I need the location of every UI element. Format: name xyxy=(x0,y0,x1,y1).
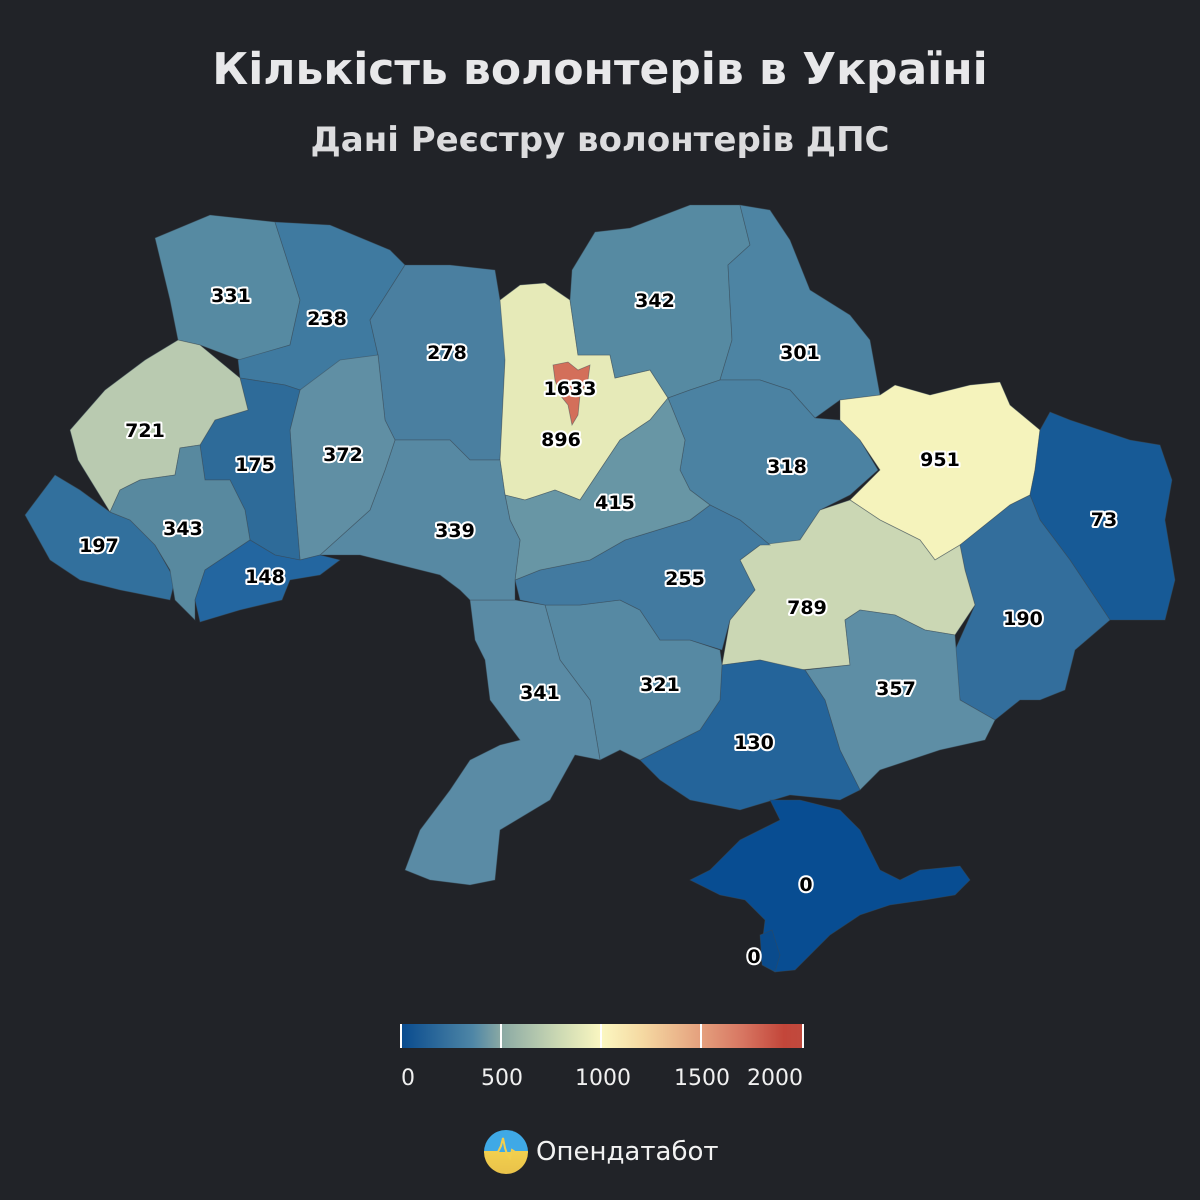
legend-gradient-bar xyxy=(400,1024,804,1048)
label-kirovohrad: 255 xyxy=(665,568,705,590)
legend-label-1000: 1000 xyxy=(575,1066,631,1091)
legend-label-0: 0 xyxy=(401,1066,415,1091)
legend-tick xyxy=(802,1024,804,1048)
label-ivano-frankivsk: 343 xyxy=(163,518,203,540)
label-kharkiv: 951 xyxy=(920,449,960,471)
legend-tick xyxy=(500,1024,502,1048)
legend-label-500: 500 xyxy=(481,1066,523,1091)
region-crimea[interactable] xyxy=(689,799,971,973)
legend-label-1500: 1500 xyxy=(674,1066,730,1091)
label-sumy: 301 xyxy=(780,342,820,364)
region-donetsk[interactable] xyxy=(954,494,1111,721)
legend-tick xyxy=(600,1024,602,1048)
region-kyiv-city[interactable] xyxy=(552,361,591,427)
brand: Опендатабот xyxy=(484,1130,719,1174)
label-zakarpattia: 197 xyxy=(79,535,119,557)
label-dnipro: 789 xyxy=(787,597,827,619)
label-poltava: 318 xyxy=(767,456,807,478)
label-khmelnytskyi: 372 xyxy=(323,444,363,466)
label-luhansk: 73 xyxy=(1091,509,1117,531)
label-chernihiv: 342 xyxy=(635,290,675,312)
region-zakarpattia[interactable] xyxy=(24,474,176,601)
label-zaporizhzhia: 357 xyxy=(876,678,916,700)
label-volyn: 331 xyxy=(211,285,251,307)
region-sevastopol[interactable] xyxy=(759,929,781,973)
label-rivne: 238 xyxy=(307,308,347,330)
legend-label-2000: 2000 xyxy=(747,1066,803,1091)
region-cherkasy[interactable] xyxy=(504,397,711,581)
label-vinnytsia: 339 xyxy=(435,520,475,542)
page-title: Кількість волонтерів в Україні xyxy=(212,44,988,95)
label-crimea: 0 xyxy=(799,874,812,896)
label-lviv: 721 xyxy=(125,420,165,442)
label-mykolaiv: 321 xyxy=(640,674,680,696)
label-sevastopol: 0 xyxy=(747,946,760,968)
label-zhytomyr: 278 xyxy=(427,342,467,364)
page-subtitle: Дані Реєстру волонтерів ДПС xyxy=(310,120,890,160)
color-legend xyxy=(400,1024,804,1048)
brand-name: Опендатабот xyxy=(536,1137,719,1167)
opendatabot-logo-icon xyxy=(484,1130,528,1174)
label-donetsk: 190 xyxy=(1003,608,1043,630)
label-kyiv-city: 1633 xyxy=(544,378,597,400)
label-kherson: 130 xyxy=(734,732,774,754)
label-odesa: 341 xyxy=(520,682,560,704)
region-chernivtsi[interactable] xyxy=(194,539,341,623)
region-odesa[interactable] xyxy=(404,599,601,886)
legend-tick xyxy=(400,1024,402,1048)
legend-tick xyxy=(700,1024,702,1048)
label-kyiv-oblast: 896 xyxy=(541,429,581,451)
label-ternopil: 175 xyxy=(235,454,275,476)
label-cherkasy: 415 xyxy=(595,492,635,514)
label-chernivtsi: 148 xyxy=(245,566,285,588)
